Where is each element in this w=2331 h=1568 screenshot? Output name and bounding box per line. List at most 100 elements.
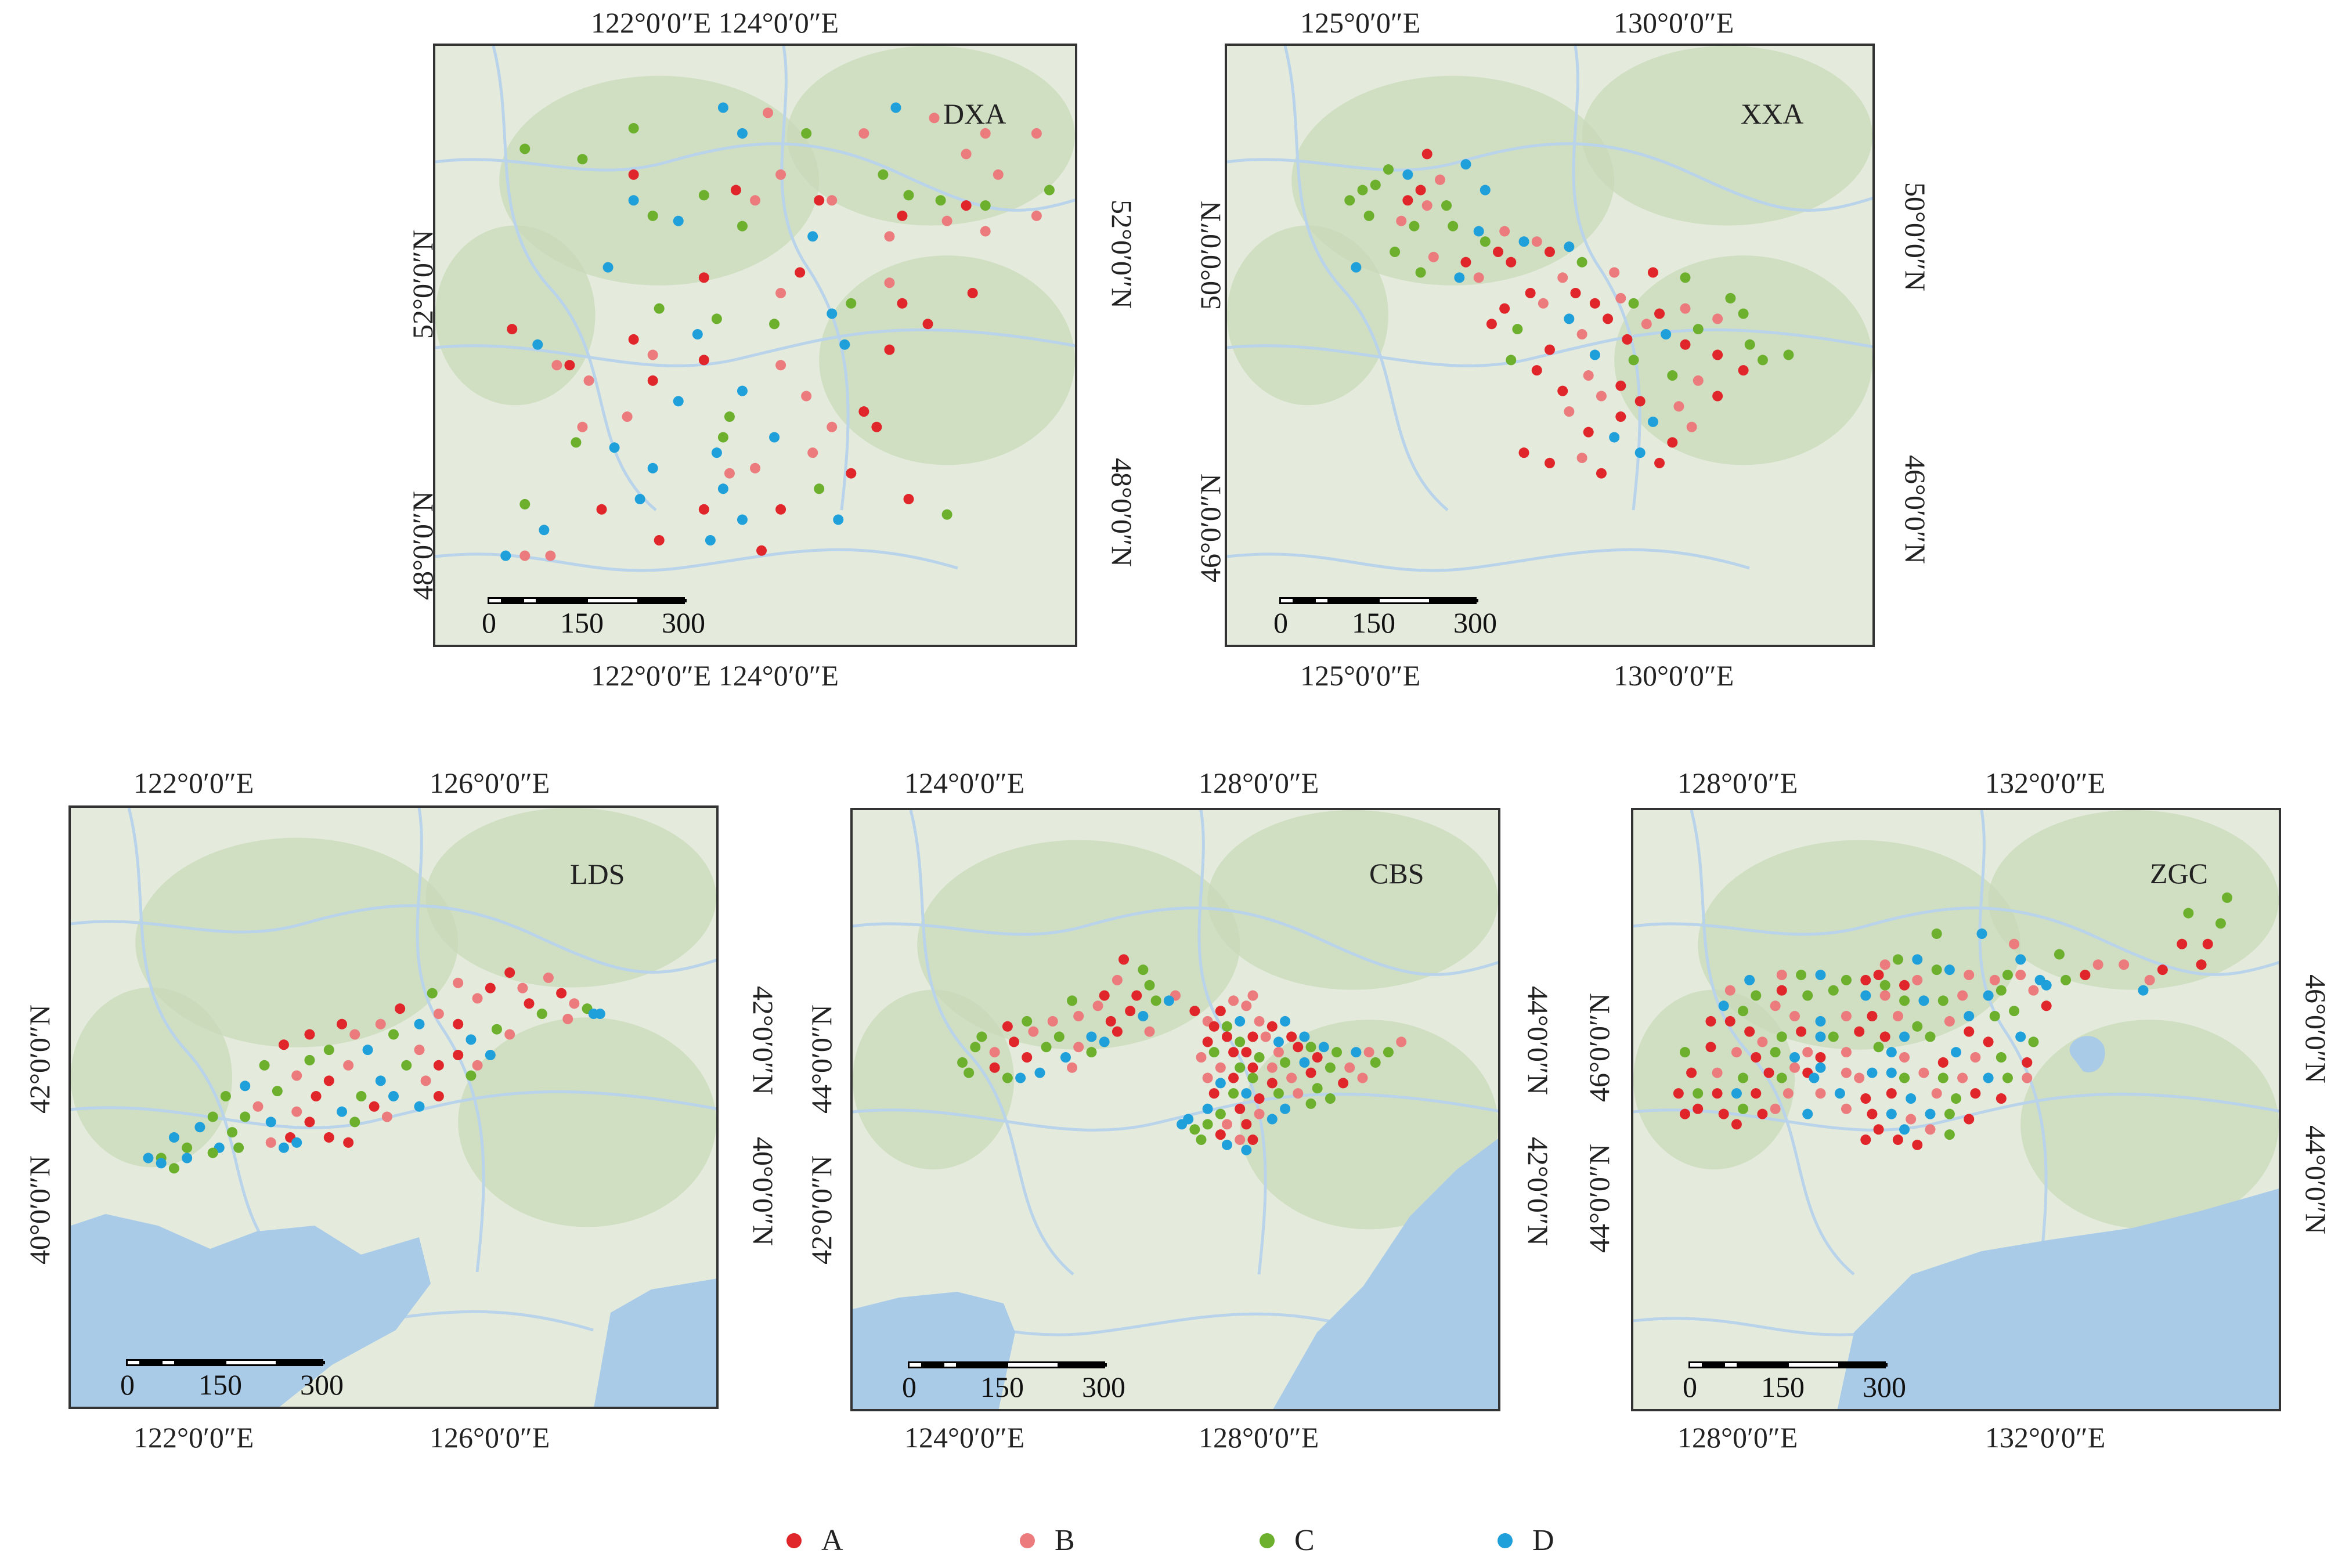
sample-point-d (1983, 990, 1994, 1001)
sample-point-a (453, 1050, 464, 1061)
sample-point-c (1208, 1047, 1219, 1058)
sample-point-d (1647, 416, 1658, 427)
legend-label: A (821, 1524, 843, 1557)
sample-point-c (304, 1054, 315, 1065)
sample-point-d (414, 1018, 425, 1029)
sample-point-c (1370, 1057, 1381, 1068)
left-lat-label: 40°0′0″N (23, 1155, 56, 1264)
sample-point-c (1448, 221, 1459, 232)
sample-point-a (1499, 303, 1510, 314)
scale-label: 150 (1352, 606, 1395, 639)
sample-point-b (1357, 1072, 1368, 1083)
sample-point-b (1879, 990, 1890, 1001)
river-line (71, 1090, 716, 1129)
sample-point-b (750, 195, 760, 206)
sample-point-a (1305, 1067, 1316, 1078)
sample-point-a (1712, 349, 1723, 360)
sample-point-a (654, 535, 665, 546)
sample-point-b (1841, 1067, 1852, 1078)
sample-point-b (1557, 272, 1568, 283)
sample-point-c (628, 123, 639, 134)
river-line (909, 810, 1074, 1276)
sample-point-c (1931, 964, 1942, 976)
sample-point-c (1989, 1011, 2000, 1022)
sample-point-a (1312, 1052, 1323, 1063)
scale-label: 150 (980, 1371, 1024, 1403)
sample-point-b (551, 360, 562, 371)
sample-point-d (1177, 1119, 1188, 1130)
sample-point-d (705, 535, 716, 546)
basemap (435, 46, 1075, 645)
sample-point-c (654, 303, 665, 314)
sample-point-b (1892, 1011, 1903, 1022)
sample-point-d (265, 1117, 276, 1128)
sample-point-d (240, 1081, 251, 1092)
sample-point-c (1409, 221, 1420, 232)
sample-point-c (1202, 1119, 1213, 1130)
river-line (853, 1092, 1498, 1132)
sample-point-a (1892, 1135, 1903, 1146)
sample-point-c (2183, 908, 2194, 919)
sample-point-a (1228, 1072, 1239, 1083)
sample-point-c (491, 1024, 502, 1035)
sample-point-c (2002, 1072, 2013, 1083)
sample-point-c (168, 1163, 179, 1174)
sample-point-b (1757, 1036, 1768, 1047)
scale-label: 150 (1761, 1371, 1805, 1403)
sample-point-c (1254, 1052, 1265, 1063)
sample-point-a (1996, 1093, 2007, 1104)
sample-point-a (1009, 1036, 1019, 1047)
sample-point-b (569, 998, 580, 1009)
legend-dot-a (786, 1533, 802, 1548)
sample-point-a (1241, 1119, 1252, 1130)
sample-point-b (1912, 974, 1923, 985)
sample-point-d (1473, 226, 1484, 237)
sample-point-b (858, 128, 869, 139)
sample-point-a (961, 200, 972, 211)
sample-point-c (1828, 985, 1839, 996)
sample-point-c (1725, 292, 1736, 304)
sample-point-c (323, 1045, 334, 1056)
sample-point-d (1460, 159, 1471, 170)
sample-point-b (381, 1111, 392, 1122)
sample-point-c (1305, 1042, 1316, 1053)
sample-point-d (1060, 1052, 1071, 1063)
scale-label: 300 km (1863, 1371, 1906, 1409)
sample-point-a (453, 1018, 464, 1029)
sea-area (594, 1278, 716, 1407)
sample-point-b (453, 977, 464, 988)
sample-point-b (1693, 375, 1704, 386)
sample-point-c (1325, 1093, 1336, 1104)
sample-point-d (532, 339, 543, 350)
legend-label: C (1294, 1524, 1315, 1557)
sample-point-d (1867, 1067, 1878, 1078)
sample-point-b (1609, 267, 1620, 278)
sample-point-d (1299, 1057, 1310, 1068)
sample-point-b (827, 195, 838, 206)
sample-point-d (1815, 970, 1826, 981)
sample-point-a (504, 967, 515, 978)
sample-point-a (1247, 1031, 1258, 1042)
sample-point-a (1215, 1129, 1226, 1140)
sample-point-a (897, 210, 908, 221)
sample-point-d (1402, 169, 1413, 180)
sample-point-c (970, 1042, 981, 1053)
sample-point-b (1286, 1072, 1297, 1083)
sample-point-d (1918, 995, 1929, 1006)
sample-point-b (562, 1013, 573, 1024)
sample-point-b (472, 1060, 483, 1071)
sample-point-a (395, 1003, 406, 1014)
sample-point-c (207, 1147, 218, 1158)
sample-point-a (2196, 959, 2207, 970)
sample-point-a (1964, 1114, 1975, 1125)
scale-label: 300 km (300, 1368, 344, 1407)
sample-point-a (1415, 185, 1426, 196)
sample-point-c (1002, 1072, 1013, 1083)
right-lat-label: 42°0′0″N (747, 986, 780, 1095)
sample-point-a (2157, 964, 2168, 976)
sample-point-b (1957, 1072, 1968, 1083)
river-line (1633, 1092, 2279, 1132)
sample-point-c (801, 128, 812, 139)
sample-point-d (1235, 1016, 1246, 1027)
sample-point-d (388, 1091, 399, 1102)
